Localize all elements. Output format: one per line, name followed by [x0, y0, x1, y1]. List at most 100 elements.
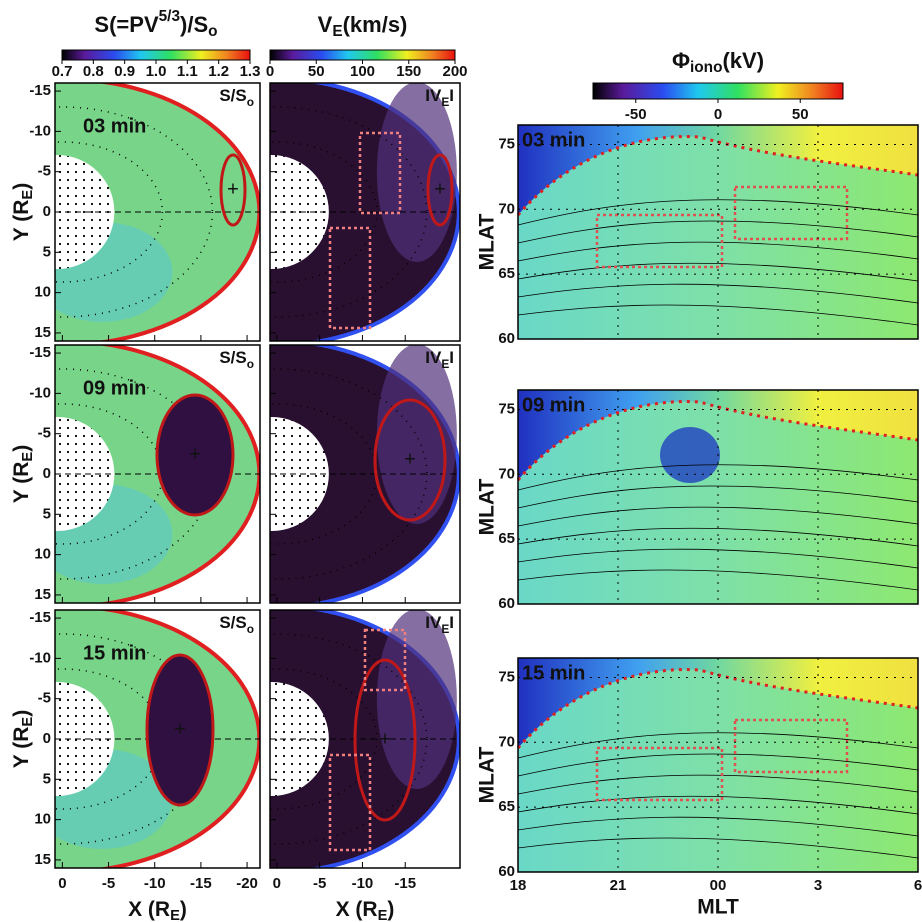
text-piece: E [20, 717, 36, 727]
text-piece: Y (R [10, 200, 33, 242]
x-tick-label: 3 [814, 877, 822, 894]
colorbar-tick-label: 100 [350, 63, 375, 80]
y-tick-label: -15 [29, 609, 51, 626]
y-tick-label: 0 [43, 730, 51, 747]
y-tick-label: 0 [43, 203, 51, 220]
colorbar-tick-label: 0.7 [52, 63, 73, 80]
colorbar [62, 50, 250, 60]
text-piece: S/S [219, 86, 246, 105]
text-piece: (km/s) [343, 12, 408, 37]
y-tick-label: -5 [38, 163, 51, 180]
colorbar-tick-label: 1.2 [208, 63, 229, 80]
colorbar-tick-label: 150 [396, 63, 421, 80]
text-piece: V [318, 12, 333, 37]
text-piece: o [247, 357, 254, 371]
time-label: 15 min [83, 642, 146, 664]
y-tick-label: 70 [498, 465, 515, 482]
y-tick-label: -5 [38, 690, 51, 707]
y-tick-label: 15 [34, 586, 51, 603]
time-label: 09 min [522, 394, 585, 416]
y-tick-label: 10 [34, 284, 51, 301]
x-tick-label: -5 [313, 875, 326, 892]
text-piece: ) [10, 710, 33, 717]
text-piece: Y (R [10, 727, 33, 769]
colorbar-tick-label: 50 [792, 106, 809, 123]
colorbar-tick-label: 0 [266, 63, 274, 80]
text-piece: iono [690, 59, 722, 76]
y-tick-label: 75 [498, 135, 515, 152]
y-tick-label: 5 [43, 770, 51, 787]
y-tick-label: -15 [29, 344, 51, 361]
x-tick-label: 0 [273, 875, 281, 892]
text-piece: X (R [128, 898, 170, 921]
text-piece: I [449, 613, 454, 632]
time-label: 15 min [522, 662, 585, 684]
colorbar-title: VE(km/s) [318, 12, 408, 40]
y-tick-label: 10 [34, 811, 51, 828]
colorbar-tick-label: 1.1 [177, 63, 198, 80]
colorbar-tick-label: 1.3 [240, 63, 261, 80]
y-axis-label: Y (RE) [10, 710, 36, 768]
y-axis-label: MLAT [476, 746, 499, 803]
colorbar-tick-label: 0.9 [114, 63, 135, 80]
x-tick-label: 21 [610, 877, 627, 894]
y-axis-label: MLAT [476, 213, 499, 270]
cross: + [174, 718, 186, 740]
y-tick-label: 15 [34, 324, 51, 341]
y-tick-label: 75 [498, 668, 515, 685]
y-tick-label: -10 [29, 649, 51, 666]
text-piece: S/S [219, 613, 246, 632]
text-piece: ) [10, 445, 33, 452]
text-piece: E [170, 908, 180, 922]
x-tick-label: -10 [144, 875, 166, 892]
x-tick-label: 6 [914, 877, 922, 894]
text-piece: ) [387, 898, 394, 921]
y-tick-label: 75 [498, 400, 515, 417]
x-tick-label: 00 [710, 877, 727, 894]
colorbar-tick-label: 0 [714, 106, 722, 123]
cross: + [227, 178, 239, 200]
text-piece: I [449, 86, 454, 105]
x-tick-label: -20 [236, 875, 258, 892]
time-label: 09 min [83, 377, 146, 399]
y-axis-label: Y (RE) [10, 183, 36, 241]
colorbar-title: S(=PV5/3)/So [94, 8, 217, 40]
x-axis-label: X (RE) [336, 898, 395, 922]
cross: + [379, 728, 391, 750]
y-axis-label: Y (RE) [10, 445, 36, 503]
text-piece: Φ [672, 48, 690, 73]
colorbar [270, 50, 455, 60]
y-axis-label: MLAT [476, 478, 499, 535]
y-tick-label: 5 [43, 243, 51, 260]
x-tick-label: -15 [190, 875, 212, 892]
y-tick-label: 5 [43, 505, 51, 522]
y-tick-label: 0 [43, 465, 51, 482]
y-tick-label: -10 [29, 122, 51, 139]
y-tick-label: 65 [498, 265, 515, 282]
colorbar [593, 83, 843, 99]
x-axis-label: MLT [697, 896, 739, 919]
text-piece: IV [425, 348, 442, 367]
text-piece: E [332, 23, 342, 40]
y-tick-label: 10 [34, 546, 51, 563]
x-tick-label: -10 [352, 875, 374, 892]
text-piece: E [20, 190, 36, 200]
text-piece: E [441, 622, 449, 636]
text-piece: X (R [336, 898, 378, 921]
x-tick-label: -5 [102, 875, 115, 892]
y-tick-label: -10 [29, 384, 51, 401]
text-piece: o [208, 23, 217, 40]
text-piece: S/S [219, 348, 246, 367]
colorbar-tick-label: 0.8 [83, 63, 104, 80]
text-piece: )/S [180, 12, 208, 37]
y-tick-label: 15 [34, 851, 51, 868]
y-tick-label: 70 [498, 733, 515, 750]
cross: + [189, 443, 201, 465]
cross: + [404, 448, 416, 470]
y-tick-label: -15 [29, 82, 51, 99]
text-piece: S(=PV [94, 12, 159, 37]
colorbar-tick-label: 1.0 [146, 63, 167, 80]
x-tick-label: 0 [58, 875, 66, 892]
figure: S(=PV5/3)/So0.70.80.91.01.11.21.3VE(km/s… [0, 0, 922, 922]
x-tick-label: 18 [510, 877, 527, 894]
